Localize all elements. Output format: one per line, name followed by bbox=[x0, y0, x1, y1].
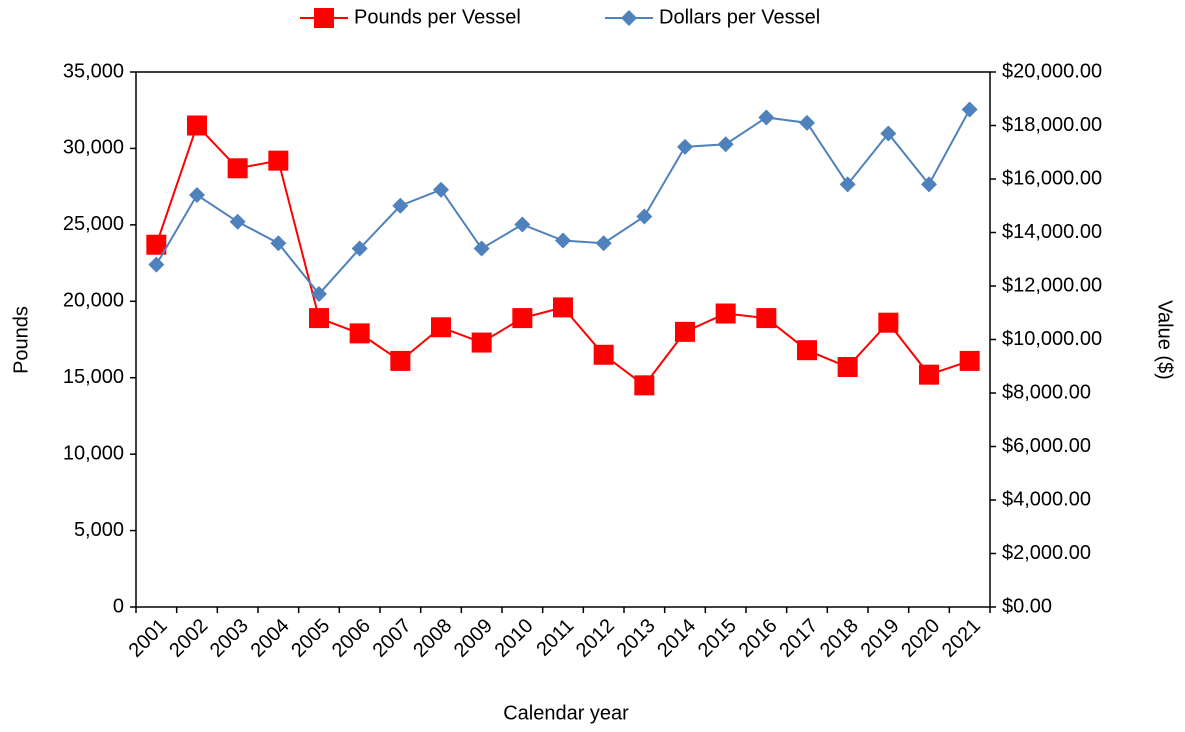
y-axis-label: Pounds bbox=[10, 306, 32, 374]
x-tick-label: 2014 bbox=[653, 615, 700, 662]
data-point bbox=[473, 240, 490, 257]
x-tick-label: 2003 bbox=[206, 615, 253, 662]
legend-marker bbox=[621, 10, 637, 26]
y2-tick-label: $6,000.00 bbox=[1002, 435, 1091, 457]
data-point bbox=[921, 176, 937, 193]
data-point bbox=[187, 115, 207, 136]
x-tick-label: 2001 bbox=[125, 615, 172, 662]
x-tick-label: 2017 bbox=[775, 615, 822, 662]
x-tick-label: 2020 bbox=[897, 615, 944, 662]
data-point bbox=[880, 125, 897, 142]
y2-tick-label: $16,000.00 bbox=[1002, 167, 1102, 189]
x-tick-label: 2012 bbox=[572, 615, 619, 662]
data-point bbox=[797, 340, 817, 361]
data-point bbox=[961, 101, 978, 118]
x-tick-label: 2008 bbox=[409, 615, 456, 662]
y2-axis-label: Value ($) bbox=[1154, 300, 1176, 380]
data-point bbox=[514, 216, 531, 233]
data-point bbox=[512, 308, 533, 329]
data-point bbox=[553, 297, 573, 318]
x-tick-label: 2013 bbox=[613, 615, 660, 662]
y2-tick-label: $8,000.00 bbox=[1002, 381, 1091, 403]
y-tick-label: 25,000 bbox=[63, 213, 124, 235]
data-point bbox=[595, 235, 612, 252]
y-tick-label: 35,000 bbox=[63, 60, 124, 82]
x-tick-label: 2002 bbox=[165, 615, 212, 662]
data-point bbox=[839, 176, 856, 193]
data-point bbox=[189, 187, 205, 204]
legend-label: Dollars per Vessel bbox=[659, 6, 820, 28]
data-point bbox=[878, 312, 899, 333]
data-point bbox=[636, 208, 653, 225]
x-tick-label: 2010 bbox=[491, 615, 538, 662]
y-tick-label: 5,000 bbox=[74, 519, 124, 541]
legend-marker bbox=[314, 8, 334, 28]
data-point bbox=[229, 213, 246, 230]
y2-tick-label: $4,000.00 bbox=[1002, 488, 1091, 510]
data-point bbox=[919, 364, 939, 385]
x-tick-label: 2006 bbox=[328, 615, 375, 662]
x-tick-label: 2005 bbox=[287, 615, 334, 662]
series-line bbox=[155, 108, 971, 296]
data-point bbox=[677, 138, 693, 155]
data-point bbox=[675, 321, 695, 342]
data-point bbox=[392, 197, 409, 214]
data-point bbox=[634, 375, 655, 396]
data-point bbox=[717, 136, 734, 153]
y2-tick-label: $14,000.00 bbox=[1002, 221, 1102, 243]
y2-tick-label: $10,000.00 bbox=[1002, 328, 1102, 350]
x-tick-label: 2009 bbox=[450, 615, 497, 662]
data-point bbox=[268, 150, 289, 171]
data-point bbox=[593, 344, 614, 365]
data-point bbox=[311, 286, 327, 303]
data-point bbox=[837, 357, 858, 378]
x-tick-label: 2016 bbox=[735, 615, 782, 662]
data-point bbox=[555, 232, 571, 249]
data-point bbox=[799, 114, 815, 131]
data-point bbox=[309, 308, 329, 329]
x-tick-label: 2018 bbox=[816, 615, 863, 662]
x-tick-label: 2004 bbox=[247, 615, 294, 662]
legend-label: Pounds per Vessel bbox=[354, 6, 521, 28]
data-point bbox=[270, 235, 287, 252]
data-point bbox=[715, 303, 736, 324]
data-point bbox=[431, 317, 451, 338]
x-tick-label: 2011 bbox=[532, 615, 578, 661]
y2-tick-label: $2,000.00 bbox=[1002, 542, 1091, 564]
x-tick-label: 2019 bbox=[857, 615, 904, 662]
y-tick-label: 10,000 bbox=[63, 442, 124, 464]
y-tick-label: 0 bbox=[113, 595, 124, 617]
data-point bbox=[471, 332, 492, 353]
data-point bbox=[433, 181, 449, 198]
data-point bbox=[349, 323, 370, 344]
y2-tick-label: $20,000.00 bbox=[1002, 60, 1102, 82]
x-tick-label: 2015 bbox=[694, 615, 741, 662]
data-point bbox=[351, 240, 368, 257]
y-tick-label: 20,000 bbox=[63, 290, 124, 312]
y2-tick-label: $0.00 bbox=[1002, 595, 1052, 617]
y2-tick-label: $18,000.00 bbox=[1002, 114, 1102, 136]
y2-tick-label: $12,000.00 bbox=[1002, 274, 1102, 296]
x-tick-label: 2021 bbox=[938, 615, 985, 662]
data-point bbox=[227, 158, 248, 179]
data-point bbox=[390, 350, 411, 371]
data-point bbox=[758, 109, 775, 126]
data-point bbox=[756, 308, 777, 329]
y-tick-label: 15,000 bbox=[63, 366, 124, 388]
data-point bbox=[146, 234, 167, 255]
data-point bbox=[148, 256, 165, 273]
x-tick-label: 2007 bbox=[369, 615, 416, 662]
y-tick-label: 30,000 bbox=[63, 137, 124, 159]
x-axis-label: Calendar year bbox=[503, 702, 629, 724]
data-point bbox=[959, 350, 980, 371]
